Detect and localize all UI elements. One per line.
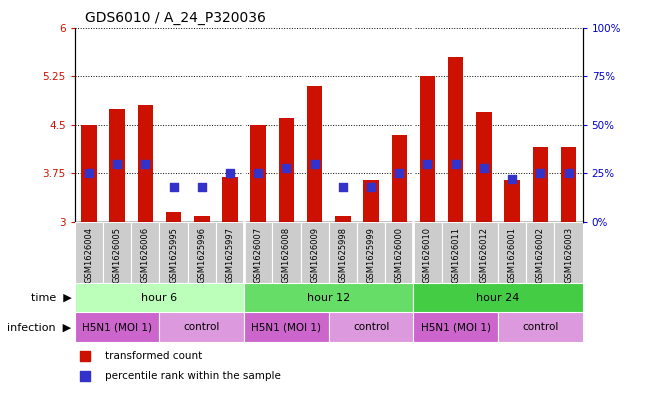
Bar: [187, 222, 216, 283]
Text: hour 6: hour 6: [141, 293, 178, 303]
Point: [112, 160, 122, 167]
Text: GSM1625995: GSM1625995: [169, 227, 178, 283]
Bar: [244, 283, 413, 312]
Text: GSM1625999: GSM1625999: [367, 227, 376, 283]
Bar: [441, 222, 470, 283]
Bar: [159, 222, 187, 283]
Bar: [335, 215, 351, 222]
Point: [416, 242, 426, 249]
Text: GSM1626000: GSM1626000: [395, 227, 404, 283]
Text: control: control: [353, 322, 389, 332]
Bar: [244, 222, 272, 283]
Bar: [470, 222, 498, 283]
Point: [197, 184, 207, 190]
Bar: [216, 222, 244, 283]
Point: [169, 184, 179, 190]
Text: GSM1626003: GSM1626003: [564, 227, 573, 283]
Text: GSM1626007: GSM1626007: [254, 227, 263, 283]
Text: GSM1625996: GSM1625996: [197, 227, 206, 283]
Bar: [109, 108, 125, 222]
Text: GDS6010 / A_24_P320036: GDS6010 / A_24_P320036: [85, 11, 266, 25]
Bar: [329, 222, 357, 283]
Bar: [385, 222, 413, 283]
Text: GSM1626005: GSM1626005: [113, 227, 122, 283]
Point: [535, 170, 546, 176]
Point: [281, 164, 292, 171]
Bar: [357, 222, 385, 283]
Point: [478, 164, 489, 171]
Text: hour 12: hour 12: [307, 293, 350, 303]
Text: H5N1 (MOI 1): H5N1 (MOI 1): [82, 322, 152, 332]
Bar: [222, 177, 238, 222]
Bar: [329, 312, 413, 342]
Bar: [413, 222, 441, 283]
Text: GSM1625998: GSM1625998: [339, 227, 348, 283]
Bar: [363, 180, 379, 222]
Bar: [533, 147, 548, 222]
Bar: [251, 125, 266, 222]
Bar: [526, 222, 555, 283]
Bar: [166, 212, 182, 222]
Bar: [137, 105, 153, 222]
Point: [416, 62, 426, 68]
Text: GSM1626008: GSM1626008: [282, 227, 291, 283]
Text: control: control: [184, 322, 220, 332]
Bar: [505, 180, 520, 222]
Bar: [75, 312, 159, 342]
Text: GSM1626009: GSM1626009: [310, 227, 319, 283]
Bar: [307, 86, 322, 222]
Bar: [498, 312, 583, 342]
Bar: [498, 222, 526, 283]
Point: [338, 184, 348, 190]
Text: GSM1626002: GSM1626002: [536, 227, 545, 283]
Point: [507, 176, 518, 182]
Bar: [420, 76, 436, 222]
Bar: [75, 283, 244, 312]
Text: GSM1626004: GSM1626004: [85, 227, 94, 283]
Bar: [391, 134, 407, 222]
Bar: [476, 112, 492, 222]
Bar: [413, 283, 583, 312]
Text: GSM1626011: GSM1626011: [451, 227, 460, 283]
Bar: [132, 222, 159, 283]
Text: GSM1626010: GSM1626010: [423, 227, 432, 283]
Bar: [75, 222, 103, 283]
Text: GSM1626012: GSM1626012: [479, 227, 488, 283]
Point: [563, 170, 574, 176]
Point: [366, 184, 376, 190]
Text: GSM1625997: GSM1625997: [225, 227, 234, 283]
Point: [450, 160, 461, 167]
Text: H5N1 (MOI 1): H5N1 (MOI 1): [251, 322, 322, 332]
Bar: [103, 222, 132, 283]
Bar: [81, 125, 97, 222]
Text: infection  ▶: infection ▶: [7, 322, 72, 332]
Point: [309, 160, 320, 167]
Point: [394, 170, 404, 176]
Bar: [244, 312, 329, 342]
Bar: [279, 118, 294, 222]
Bar: [448, 57, 464, 222]
Bar: [555, 222, 583, 283]
Point: [253, 170, 264, 176]
Bar: [272, 222, 301, 283]
Point: [422, 160, 433, 167]
Bar: [413, 312, 498, 342]
Text: GSM1626001: GSM1626001: [508, 227, 517, 283]
Text: GSM1626006: GSM1626006: [141, 227, 150, 283]
Text: percentile rank within the sample: percentile rank within the sample: [105, 371, 281, 381]
Text: time  ▶: time ▶: [31, 293, 72, 303]
Text: transformed count: transformed count: [105, 351, 202, 361]
Bar: [159, 312, 244, 342]
Bar: [561, 147, 576, 222]
Bar: [194, 215, 210, 222]
Point: [225, 170, 235, 176]
Text: H5N1 (MOI 1): H5N1 (MOI 1): [421, 322, 491, 332]
Text: control: control: [522, 322, 559, 332]
Point: [84, 170, 94, 176]
Text: hour 24: hour 24: [477, 293, 519, 303]
Bar: [301, 222, 329, 283]
Point: [140, 160, 150, 167]
